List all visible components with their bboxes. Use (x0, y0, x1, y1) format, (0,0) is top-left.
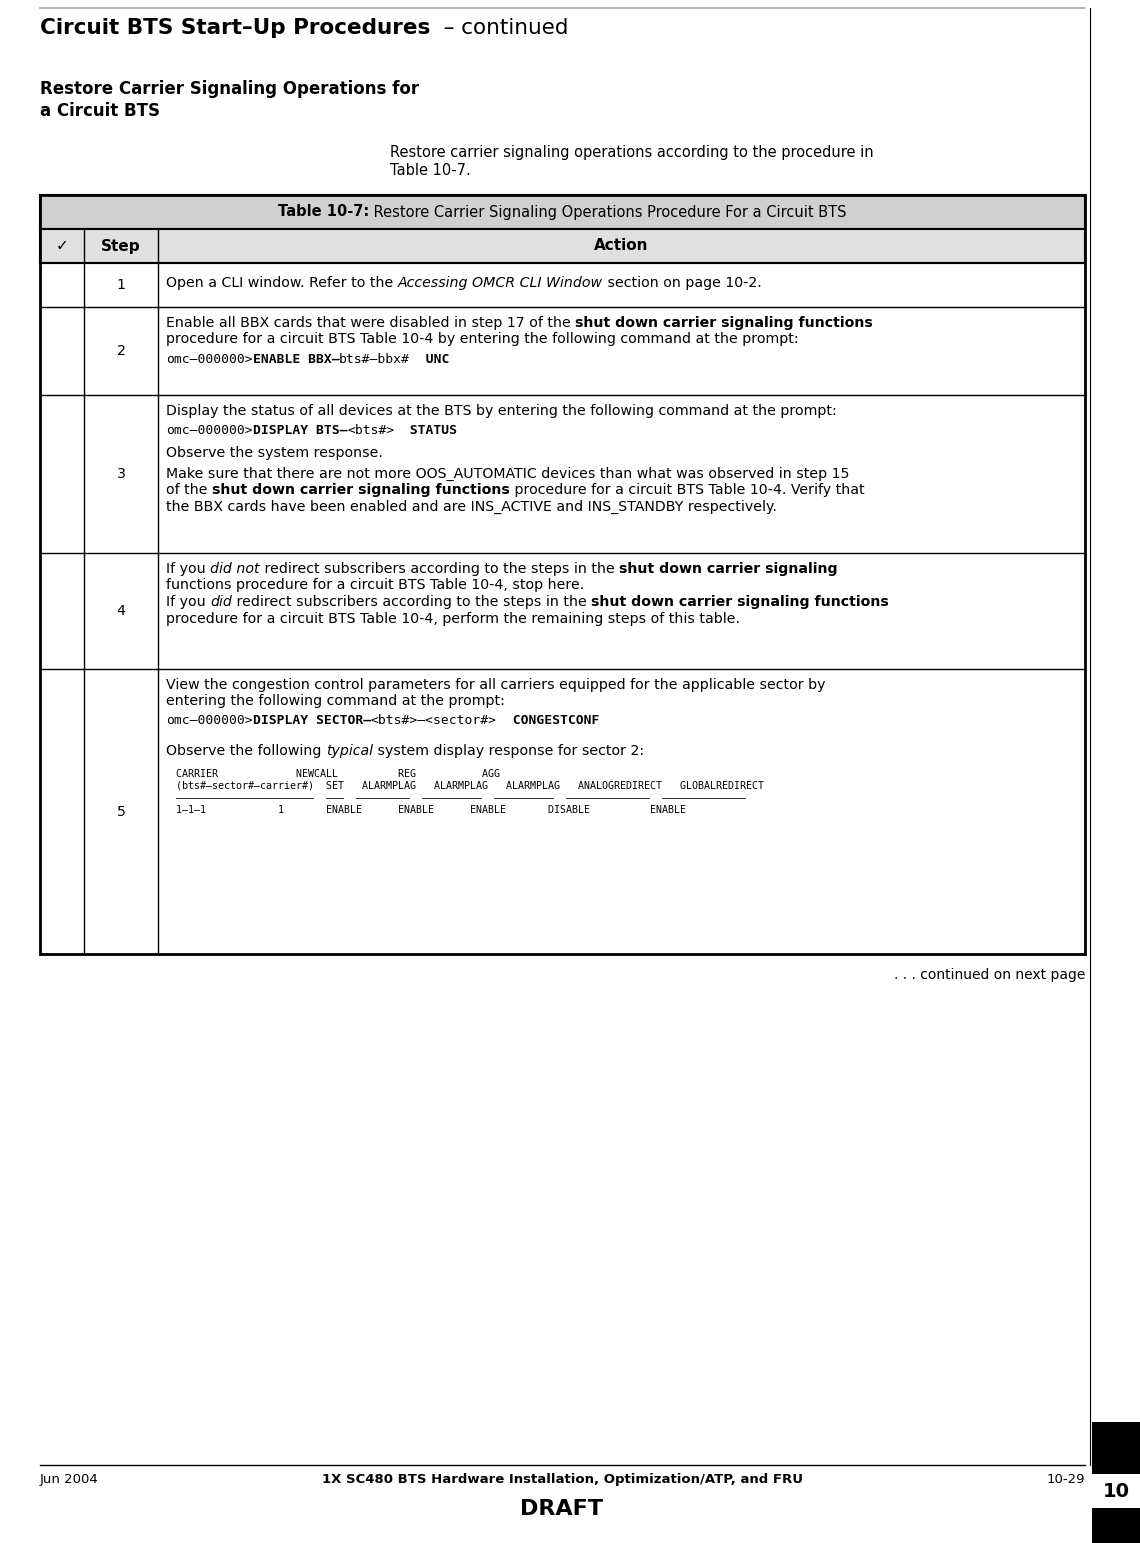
Text: Display the status of all devices at the BTS by entering the following command a: Display the status of all devices at the… (166, 404, 837, 418)
Text: DISPLAY BTS–: DISPLAY BTS– (253, 423, 347, 437)
Bar (40, 194, 1085, 954)
Bar (1092, 1508, 1140, 1543)
Text: 3: 3 (116, 468, 125, 481)
Text: entering the following command at the prompt:: entering the following command at the pr… (166, 694, 505, 708)
Text: procedure for a circuit BTS Table 10-4, perform the remaining steps of this tabl: procedure for a circuit BTS Table 10-4, … (166, 611, 740, 625)
Text: Step: Step (101, 239, 141, 253)
Text: Table 10-7.: Table 10-7. (390, 164, 471, 177)
Text: Accessing OMCR CLI Window: Accessing OMCR CLI Window (398, 276, 603, 290)
Text: View the congestion control parameters for all carriers equipped for the applica: View the congestion control parameters f… (166, 677, 825, 691)
Text: . . . continued on next page: . . . continued on next page (894, 967, 1085, 981)
Text: 10-29: 10-29 (1047, 1474, 1085, 1486)
Text: Restore Carrier Signaling Operations Procedure For a Circuit BTS: Restore Carrier Signaling Operations Pro… (369, 205, 847, 219)
Text: Jun 2004: Jun 2004 (40, 1474, 99, 1486)
Text: Open a CLI window. Refer to the: Open a CLI window. Refer to the (166, 276, 398, 290)
Text: 5: 5 (116, 804, 125, 818)
Text: ENABLE BBX–: ENABLE BBX– (253, 353, 340, 366)
Text: system display response for sector 2:: system display response for sector 2: (373, 745, 644, 759)
Bar (40, 194, 1085, 228)
Text: shut down carrier signaling: shut down carrier signaling (619, 562, 838, 576)
Text: CARRIER             NEWCALL          REG           AGG: CARRIER NEWCALL REG AGG (176, 768, 500, 779)
Text: shut down carrier signaling functions: shut down carrier signaling functions (592, 596, 889, 609)
Text: procedure for a circuit BTS Table 10-4. Verify that: procedure for a circuit BTS Table 10-4. … (510, 483, 864, 497)
Text: If you: If you (166, 596, 210, 609)
Text: shut down carrier signaling functions: shut down carrier signaling functions (212, 483, 510, 497)
Text: Restore Carrier Signaling Operations for: Restore Carrier Signaling Operations for (40, 80, 420, 99)
Text: DRAFT: DRAFT (521, 1498, 603, 1518)
Text: bts#–bbx#: bts#–bbx# (340, 353, 410, 366)
Text: Observe the following: Observe the following (166, 745, 326, 759)
Text: If you: If you (166, 562, 210, 576)
Text: –––––––––––––––––––––––  –––  –––––––––  ––––––––––  ––––––––––  –––––––––––––– : ––––––––––––––––––––––– ––– ––––––––– ––… (176, 793, 746, 802)
Bar (1092, 1423, 1140, 1474)
Text: – continued: – continued (431, 19, 569, 39)
Text: 4: 4 (116, 603, 125, 619)
Text: 10: 10 (1102, 1481, 1130, 1501)
Text: section on page 10-2.: section on page 10-2. (603, 276, 762, 290)
Bar (40, 228, 1085, 262)
Text: ✓: ✓ (56, 239, 68, 253)
Text: CONGESTCONF: CONGESTCONF (497, 714, 600, 727)
Text: 1X SC480 BTS Hardware Installation, Optimization/ATP, and FRU: 1X SC480 BTS Hardware Installation, Opti… (321, 1474, 803, 1486)
Text: <bts#>–<sector#>: <bts#>–<sector#> (370, 714, 497, 727)
Text: STATUS: STATUS (394, 423, 457, 437)
Text: redirect subscribers according to the steps in the: redirect subscribers according to the st… (260, 562, 619, 576)
Text: did: did (210, 596, 233, 609)
Text: Make sure that there are not more OOS_AUTOMATIC devices than what was observed i: Make sure that there are not more OOS_AU… (166, 466, 849, 480)
Text: functions procedure for a circuit BTS Table 10-4, stop here.: functions procedure for a circuit BTS Ta… (166, 579, 584, 593)
Text: the BBX cards have been enabled and are INS_ACTIVE and INS_STANDBY respectively.: the BBX cards have been enabled and are … (166, 500, 776, 514)
Text: Action: Action (594, 239, 649, 253)
Text: Circuit BTS Start–Up Procedures: Circuit BTS Start–Up Procedures (40, 19, 431, 39)
Text: typical: typical (326, 745, 373, 759)
Text: Restore carrier signaling operations according to the procedure in: Restore carrier signaling operations acc… (390, 145, 873, 160)
Text: shut down carrier signaling functions: shut down carrier signaling functions (576, 316, 873, 330)
Text: omc–000000>: omc–000000> (166, 353, 253, 366)
Text: 2: 2 (116, 344, 125, 358)
Text: did not: did not (210, 562, 260, 576)
Text: UNC: UNC (410, 353, 449, 366)
Text: DISPLAY SECTOR–: DISPLAY SECTOR– (253, 714, 370, 727)
Text: Observe the system response.: Observe the system response. (166, 446, 383, 460)
Text: <bts#>: <bts#> (347, 423, 394, 437)
Text: Table 10-7:: Table 10-7: (278, 205, 369, 219)
Text: Enable all BBX cards that were disabled in step 17 of the: Enable all BBX cards that were disabled … (166, 316, 576, 330)
Text: omc–000000>: omc–000000> (166, 714, 253, 727)
Text: procedure for a circuit BTS Table 10-4 by entering the following command at the : procedure for a circuit BTS Table 10-4 b… (166, 332, 799, 347)
Text: redirect subscribers according to the steps in the: redirect subscribers according to the st… (233, 596, 592, 609)
Text: of the: of the (166, 483, 212, 497)
Text: omc–000000>: omc–000000> (166, 423, 253, 437)
Text: 1–1–1            1       ENABLE      ENABLE      ENABLE       DISABLE          E: 1–1–1 1 ENABLE ENABLE ENABLE DISABLE E (176, 805, 686, 815)
Text: 1: 1 (116, 278, 125, 292)
Text: a Circuit BTS: a Circuit BTS (40, 102, 160, 120)
Text: (bts#–sector#–carrier#)  SET   ALARMPLAG   ALARMPLAG   ALARMPLAG   ANALOGREDIREC: (bts#–sector#–carrier#) SET ALARMPLAG AL… (176, 781, 764, 792)
